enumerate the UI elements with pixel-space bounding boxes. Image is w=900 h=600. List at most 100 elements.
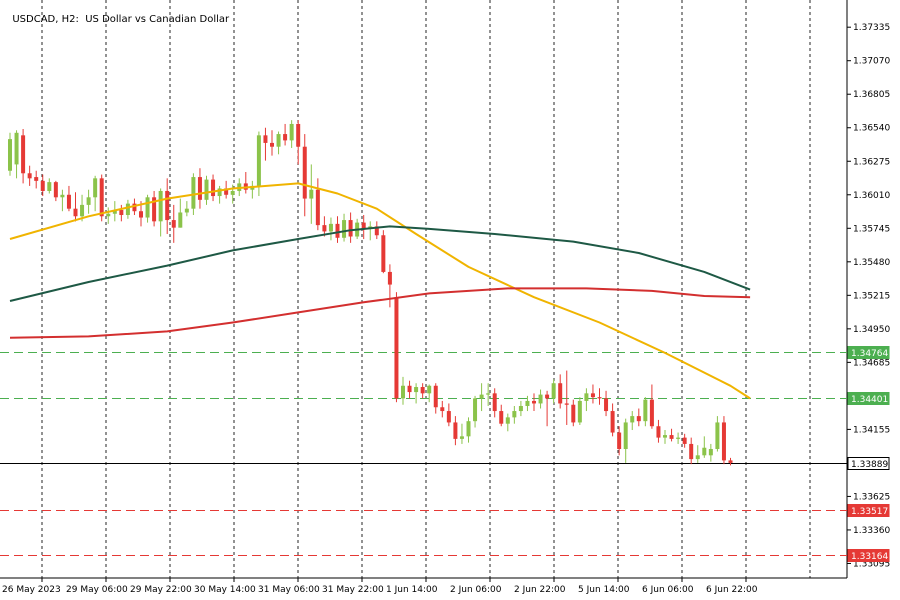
candle-body — [394, 297, 399, 399]
candle-body — [342, 220, 347, 238]
price-tick-label: 1.36010 — [853, 191, 890, 201]
candle-body — [636, 416, 641, 422]
candle-body — [86, 197, 91, 205]
candle-body — [551, 383, 556, 399]
price-tick-label: 1.33095 — [853, 559, 890, 569]
candle-body — [152, 197, 157, 222]
candle-body — [715, 422, 720, 449]
candle-body — [361, 222, 366, 229]
candle-body — [309, 189, 314, 199]
symbol-description: US Dollar vs Canadian Dollar — [85, 14, 230, 25]
candle-body — [708, 448, 713, 456]
candle-body — [270, 142, 274, 147]
chart-title: USDCAD, H2: US Dollar vs Canadian Dollar — [6, 3, 229, 25]
level-badge — [847, 346, 890, 359]
candle-body — [204, 179, 209, 200]
price-tick-label: 1.34155 — [853, 425, 890, 435]
price-tick-label: 1.35480 — [853, 258, 890, 268]
candle-body — [27, 173, 32, 179]
price-tick-label: 1.33360 — [853, 526, 890, 536]
candle-body — [211, 179, 216, 197]
candle-body — [381, 235, 386, 272]
candle-body — [545, 394, 550, 399]
candle-body — [125, 203, 130, 216]
candle-body — [479, 394, 484, 399]
candle-body — [584, 393, 589, 401]
candle-body — [414, 387, 419, 393]
candle-body — [473, 398, 478, 422]
price-tick-label: 1.37335 — [853, 23, 890, 33]
candle-body — [315, 189, 320, 226]
candle-body — [401, 385, 405, 399]
moving-average-line — [9, 182, 751, 400]
level-badges: 1.34764 1.34401 1.33889 1.33517 1.33164 — [847, 346, 890, 562]
time-tick-label: 5 Jun 14:00 — [578, 585, 630, 595]
level-badge-label: 1.34401 — [851, 395, 888, 405]
candle-body — [34, 177, 39, 181]
candle-body — [139, 211, 143, 218]
candle-body — [112, 209, 117, 214]
candle-body — [178, 212, 183, 228]
time-tick-label: 2 Jun 06:00 — [450, 585, 502, 595]
time-tick-label: 6 Jun 22:00 — [706, 585, 758, 595]
price-tick-label: 1.35745 — [853, 224, 890, 234]
candle-body — [433, 385, 438, 408]
price-axis: 1.37335 1.37070 1.36805 1.36540 1.36275 1.360… — [847, 23, 890, 569]
candle-body — [191, 177, 196, 209]
candle-body — [617, 432, 622, 449]
time-tick-label: 29 May 22:00 — [130, 585, 192, 595]
candle-body — [558, 383, 563, 404]
time-tick-label: 26 May 2023 — [2, 585, 61, 595]
time-axis: 26 May 2023 29 May 06:00 29 May 22:00 30 Ma… — [2, 578, 758, 595]
candle-body — [564, 403, 569, 405]
candle-body — [538, 394, 543, 404]
candle-body — [374, 226, 379, 236]
level-badge-label: 1.34764 — [851, 349, 888, 359]
candle-body — [296, 123, 301, 147]
level-badge — [847, 549, 890, 562]
candle-body — [649, 399, 654, 427]
price-tick-label: 1.36275 — [853, 157, 890, 167]
price-tick-label: 1.36540 — [853, 124, 890, 134]
candle-body — [420, 387, 425, 394]
moving-average-line — [9, 287, 751, 339]
candle-body — [689, 443, 694, 460]
candles — [8, 120, 733, 466]
candle-body — [328, 223, 333, 232]
level-badge-label: 1.33164 — [851, 552, 888, 562]
candle-body — [387, 271, 392, 285]
candle-body — [302, 146, 307, 199]
price-tick-label: 1.34950 — [853, 325, 890, 335]
candle-body — [99, 178, 104, 217]
candle-body — [119, 209, 124, 216]
candle-body — [21, 135, 26, 174]
candle-body — [695, 455, 700, 460]
candle-body — [427, 385, 432, 394]
grid — [0, 0, 848, 579]
candle-body — [66, 194, 71, 209]
candle-body — [80, 204, 85, 217]
candle-body — [512, 411, 517, 418]
candle-body — [721, 422, 726, 461]
candle-body — [728, 460, 733, 463]
candle-body — [197, 177, 202, 200]
candle-body — [14, 132, 19, 165]
level-badge — [847, 504, 890, 517]
symbol-label: USDCAD, H2: — [12, 14, 79, 25]
time-tick-label: 31 May 22:00 — [322, 585, 384, 595]
candle-body — [40, 180, 45, 191]
candle-body — [224, 188, 229, 195]
candle-body — [505, 417, 510, 424]
candle-body — [630, 416, 635, 423]
candle-body — [335, 223, 340, 238]
price-tick-label: 1.36805 — [853, 90, 890, 100]
candle-body — [499, 411, 504, 424]
time-tick-label: 2 Jun 22:00 — [514, 585, 566, 595]
price-tick-label: 1.34685 — [853, 358, 890, 368]
time-tick-label: 31 May 06:00 — [258, 585, 320, 595]
price-tick-label: 1.35215 — [853, 291, 890, 301]
candle-body — [407, 385, 412, 393]
candle-body — [171, 220, 176, 228]
time-tick-label: 29 May 06:00 — [66, 585, 128, 595]
